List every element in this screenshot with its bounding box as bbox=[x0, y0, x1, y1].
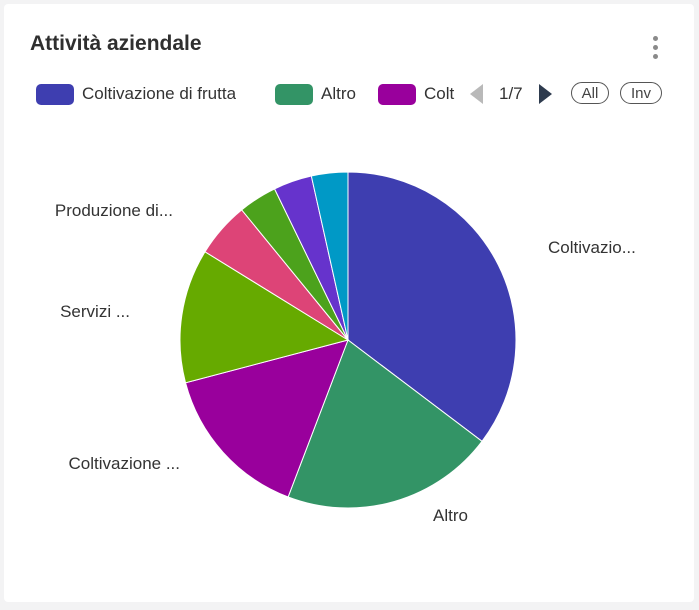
legend-item-3[interactable]: Colt bbox=[378, 78, 455, 110]
pie-slice-1[interactable] bbox=[347, 171, 517, 442]
pie-slice-4[interactable] bbox=[179, 251, 350, 384]
legend-item-2[interactable]: Altro bbox=[275, 78, 356, 110]
slice-label-5: Produzione di... bbox=[55, 201, 173, 220]
vertical-dots-icon bbox=[652, 44, 658, 50]
slice-label-3: Coltivazione ... bbox=[69, 454, 181, 473]
more-options-button[interactable] bbox=[645, 32, 665, 62]
legend-label: Altro bbox=[321, 84, 356, 103]
slice-label-4: Servizi ... bbox=[60, 302, 130, 321]
legend-item-1[interactable]: Coltivazione di frutta bbox=[36, 78, 236, 110]
pie-slice-2[interactable] bbox=[287, 339, 483, 509]
legend-swatch bbox=[36, 83, 74, 105]
legend-page-indicator: 1/7 bbox=[499, 84, 523, 103]
chart-title: Attività aziendale bbox=[30, 32, 202, 55]
pie-slice-8[interactable] bbox=[310, 171, 349, 341]
triangle-right-icon[interactable] bbox=[538, 84, 552, 104]
legend: Coltivazione di frutta Altro Colt 1/7 Al… bbox=[36, 78, 666, 110]
pie-slice-3[interactable] bbox=[184, 339, 349, 498]
legend-swatch bbox=[378, 83, 416, 105]
select-all-button[interactable]: All bbox=[571, 82, 609, 104]
legend-swatch bbox=[275, 83, 313, 105]
vertical-dots-icon bbox=[652, 53, 658, 59]
legend-label: Colt bbox=[424, 84, 455, 103]
slice-label-1: Coltivazio... bbox=[548, 238, 636, 257]
slice-label-2: Altro bbox=[433, 506, 468, 525]
triangle-left-icon[interactable] bbox=[470, 84, 483, 104]
legend-label: Coltivazione di frutta bbox=[82, 84, 237, 103]
invert-selection-button[interactable]: Inv bbox=[620, 82, 662, 104]
vertical-dots-icon bbox=[652, 35, 658, 41]
legend-pager: 1/7 bbox=[470, 78, 552, 110]
